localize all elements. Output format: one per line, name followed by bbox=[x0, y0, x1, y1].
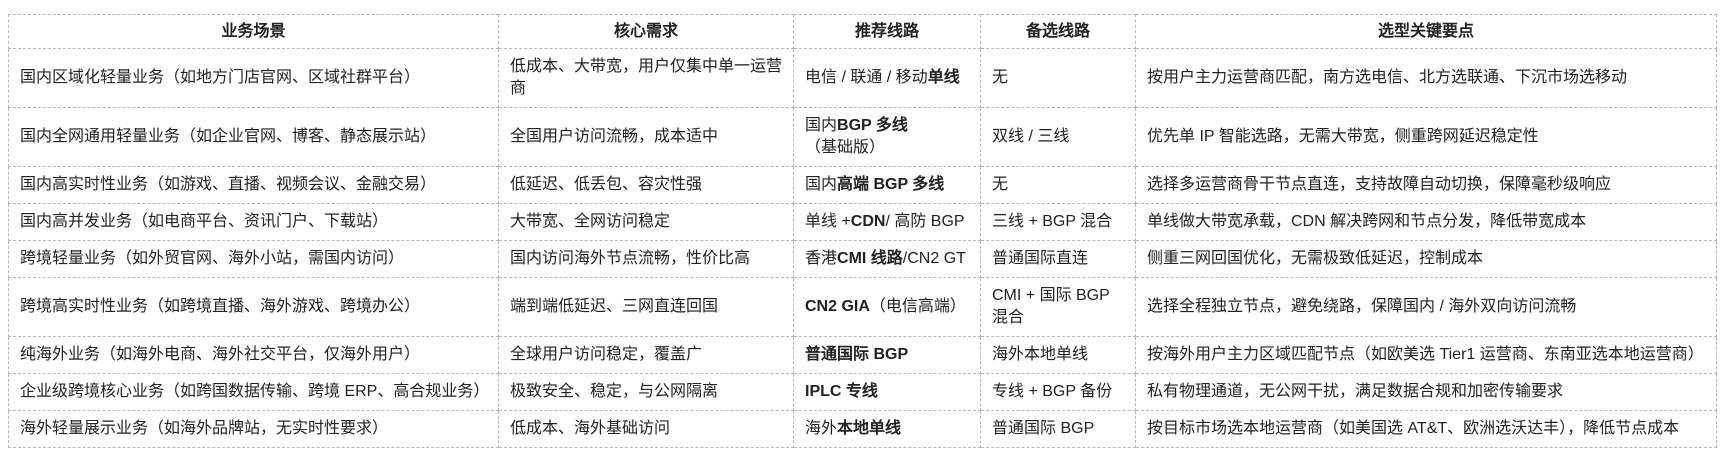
route-text: （基础版） bbox=[805, 139, 886, 156]
cell-scenario: 跨境高实时性业务（如跨境直播、海外游戏、跨境办公） bbox=[8, 277, 499, 337]
cell-needs: 全国用户访问流畅，成本适中 bbox=[498, 107, 794, 167]
cell-needs: 大带宽、全网访问稳定 bbox=[498, 203, 794, 241]
table-row: 国内区域化轻量业务（如地方门店官网、区域社群平台） 低成本、大带宽，用户仅集中单一… bbox=[8, 48, 1717, 108]
cell-scenario: 国内高并发业务（如电商平台、资讯门户、下载站） bbox=[8, 203, 499, 241]
cell-needs: 低成本、海外基础访问 bbox=[498, 410, 794, 448]
cell-alternative: 普通国际 BGP bbox=[980, 410, 1136, 448]
cell-recommended: 海外本地单线 bbox=[793, 410, 981, 448]
cell-keypoints: 按用户主力运营商匹配，南方选电信、北方选联通、下沉市场选移动 bbox=[1135, 48, 1717, 108]
route-text: 海外 bbox=[805, 420, 838, 437]
cell-alternative: 三线 + BGP 混合 bbox=[980, 203, 1136, 241]
cell-recommended: 国内BGP 多线 （基础版） bbox=[793, 107, 981, 167]
table-row: 纯海外业务（如海外电商、海外社交平台，仅海外用户） 全球用户访问稳定，覆盖广 普通国… bbox=[8, 336, 1717, 374]
route-text: 单线 + bbox=[805, 213, 851, 230]
route-keyword-bold: 本地单线 bbox=[837, 420, 902, 437]
cell-keypoints: 私有物理通道，无公网干扰，满足数据合规和加密传输要求 bbox=[1135, 373, 1717, 411]
route-keyword-bold: CDN bbox=[850, 213, 886, 230]
route-text: 国内 bbox=[805, 117, 838, 134]
cell-alternative: 无 bbox=[980, 166, 1136, 204]
cell-needs: 低成本、大带宽，用户仅集中单一运营商 bbox=[498, 48, 794, 108]
table-header-row: 业务场景 核心需求 推荐线路 备选线路 选型关键要点 bbox=[8, 14, 1717, 49]
table-row: 企业级跨境核心业务（如跨国数据传输、跨境 ERP、高合规业务） 极致安全、稳定，与… bbox=[8, 373, 1717, 411]
cell-recommended: CN2 GIA（电信高端） bbox=[793, 277, 981, 337]
cell-recommended: 国内高端 BGP 多线 bbox=[793, 166, 981, 204]
cell-needs: 低延迟、低丢包、容灾性强 bbox=[498, 166, 794, 204]
cell-scenario: 国内全网通用轻量业务（如企业官网、博客、静态展示站） bbox=[8, 107, 499, 167]
cell-needs: 全球用户访问稳定，覆盖广 bbox=[498, 336, 794, 374]
cell-keypoints: 按目标市场选本地运营商（如美国选 AT&T、欧洲选沃达丰），降低节点成本 bbox=[1135, 410, 1717, 448]
route-text: 电信 / 联通 / 移动 bbox=[805, 69, 928, 86]
cell-alternative: 无 bbox=[980, 48, 1136, 108]
cell-recommended: 香港CMI 线路/CN2 GT bbox=[793, 240, 981, 278]
table-row: 跨境轻量业务（如外贸官网、海外小站，需国内访问） 国内访问海外节点流畅，性价比高香… bbox=[8, 240, 1717, 278]
table-row: 国内高并发业务（如电商平台、资讯门户、下载站） 大带宽、全网访问稳定 单线 +CDN… bbox=[8, 203, 1717, 241]
cell-needs: 端到端低延迟、三网直连回国 bbox=[498, 277, 794, 337]
cell-keypoints: 侧重三网回国优化，无需极致低延迟，控制成本 bbox=[1135, 240, 1717, 278]
route-keyword-bold: CN2 GIA bbox=[805, 298, 870, 315]
cell-keypoints: 单线做大带宽承载，CDN 解决跨网和节点分发，降低带宽成本 bbox=[1135, 203, 1717, 241]
route-keyword-bold: CMI 线路 bbox=[837, 250, 903, 267]
line-selection-table: 业务场景 核心需求 推荐线路 备选线路 选型关键要点 国内区域化轻量业务（如地方门店官网… bbox=[8, 14, 1717, 448]
column-header: 备选线路 bbox=[980, 14, 1136, 49]
line-selection-table-wrapper: 业务场景 核心需求 推荐线路 备选线路 选型关键要点 国内区域化轻量业务（如地方门店官网… bbox=[0, 14, 1734, 448]
table-row: 跨境高实时性业务（如跨境直播、海外游戏、跨境办公） 端到端低延迟、三网直连回国 CN… bbox=[8, 277, 1717, 337]
cell-scenario: 海外轻量展示业务（如海外品牌站，无实时性要求） bbox=[8, 410, 499, 448]
route-text: / 高防 BGP bbox=[885, 213, 965, 230]
table-row: 海外轻量展示业务（如海外品牌站，无实时性要求） 低成本、海外基础访问 海外本地单线普… bbox=[8, 410, 1717, 448]
cell-scenario: 国内区域化轻量业务（如地方门店官网、区域社群平台） bbox=[8, 48, 499, 108]
route-text: /CN2 GT bbox=[902, 250, 966, 267]
cell-keypoints: 按海外用户主力区域匹配节点（如欧美选 Tier1 运营商、东南亚选本地运营商） bbox=[1135, 336, 1717, 374]
cell-alternative: CMI + 国际 BGP 混合 bbox=[980, 277, 1136, 337]
cell-needs: 国内访问海外节点流畅，性价比高 bbox=[498, 240, 794, 278]
route-keyword-bold: BGP 多线 bbox=[837, 117, 908, 134]
route-text: 香港 bbox=[805, 250, 838, 267]
table-row: 国内高实时性业务（如游戏、直播、视频会议、金融交易） 低延迟、低丢包、容灾性强 国内… bbox=[8, 166, 1717, 204]
cell-alternative: 双线 / 三线 bbox=[980, 107, 1136, 167]
route-text: 国内 bbox=[805, 176, 838, 193]
cell-scenario: 跨境轻量业务（如外贸官网、海外小站，需国内访问） bbox=[8, 240, 499, 278]
cell-recommended: 电信 / 联通 / 移动单线 bbox=[793, 48, 981, 108]
column-header: 业务场景 bbox=[8, 14, 499, 49]
cell-scenario: 企业级跨境核心业务（如跨国数据传输、跨境 ERP、高合规业务） bbox=[8, 373, 499, 411]
column-header: 核心需求 bbox=[498, 14, 794, 49]
cell-keypoints: 选择多运营商骨干节点直连，支持故障自动切换，保障毫秒级响应 bbox=[1135, 166, 1717, 204]
cell-scenario: 纯海外业务（如海外电商、海外社交平台，仅海外用户） bbox=[8, 336, 499, 374]
table-row: 国内全网通用轻量业务（如企业官网、博客、静态展示站） 全国用户访问流畅，成本适中国… bbox=[8, 107, 1717, 167]
cell-alternative: 专线 + BGP 备份 bbox=[980, 373, 1136, 411]
column-header: 推荐线路 bbox=[793, 14, 981, 49]
route-keyword-bold: IPLC 专线 bbox=[805, 383, 878, 400]
cell-recommended: 单线 +CDN/ 高防 BGP bbox=[793, 203, 981, 241]
cell-scenario: 国内高实时性业务（如游戏、直播、视频会议、金融交易） bbox=[8, 166, 499, 204]
cell-recommended: 普通国际 BGP bbox=[793, 336, 981, 374]
cell-keypoints: 选择全程独立节点，避免绕路，保障国内 / 海外双向访问流畅 bbox=[1135, 277, 1717, 337]
route-keyword-bold: 高端 BGP 多线 bbox=[837, 176, 945, 193]
cell-keypoints: 优先单 IP 智能选路，无需大带宽，侧重跨网延迟稳定性 bbox=[1135, 107, 1717, 167]
cell-alternative: 海外本地单线 bbox=[980, 336, 1136, 374]
cell-needs: 极致安全、稳定，与公网隔离 bbox=[498, 373, 794, 411]
column-header: 选型关键要点 bbox=[1135, 14, 1717, 49]
cell-alternative: 普通国际直连 bbox=[980, 240, 1136, 278]
route-keyword-bold: 单线 bbox=[927, 69, 960, 86]
route-keyword-bold: 普通国际 BGP bbox=[805, 346, 909, 363]
cell-recommended: IPLC 专线 bbox=[793, 373, 981, 411]
route-text: （电信高端） bbox=[869, 298, 966, 315]
table-body: 国内区域化轻量业务（如地方门店官网、区域社群平台） 低成本、大带宽，用户仅集中单一… bbox=[8, 48, 1717, 448]
